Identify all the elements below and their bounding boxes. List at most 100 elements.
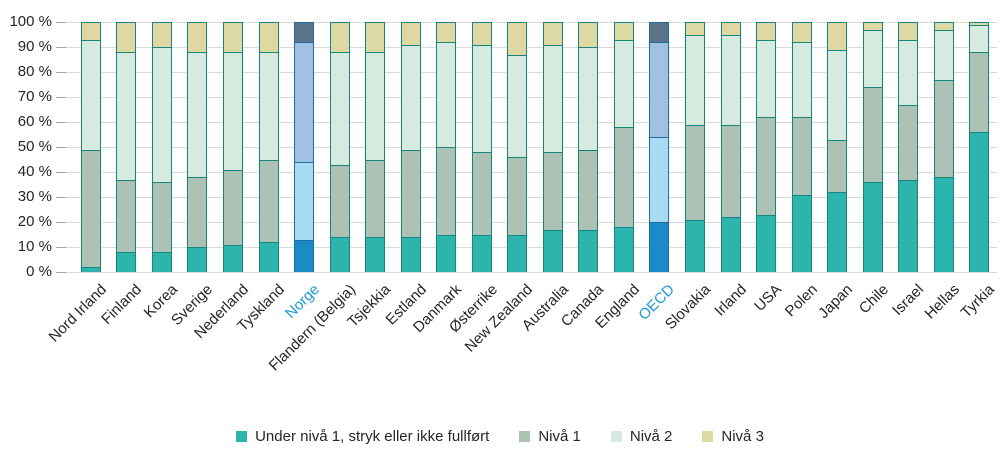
y-axis-label-70: 70 % xyxy=(17,88,52,105)
y-axis-label-10: 10 % xyxy=(17,238,52,255)
y-axis-label-30: 30 % xyxy=(17,188,52,205)
bar-segment-usa-series-0 xyxy=(756,214,776,272)
y-axis-label-20: 20 % xyxy=(17,213,52,230)
legend-swatch-icon xyxy=(610,431,622,442)
bar-segment-flandern-belgia--series-1 xyxy=(329,164,350,237)
bar-segment-polen-series-2 xyxy=(791,42,812,117)
bar-segment-nord-irland-series-2 xyxy=(80,39,101,150)
y-axis-label-40: 40 % xyxy=(17,163,52,180)
bar-segment-danmark-series-1 xyxy=(436,147,457,235)
bar-segment-tsjekkia-series-3 xyxy=(365,22,386,52)
bar-segment-nederland-series-2 xyxy=(222,52,243,170)
bar-segment-sverige-series-3 xyxy=(187,22,208,52)
bar-segment-japan-series-3 xyxy=(827,22,848,50)
bar-segment-flandern-belgia--series-2 xyxy=(329,52,350,165)
bar-segment-oecd-series-0 xyxy=(649,222,670,272)
bar-segment-israel-series-1 xyxy=(898,104,919,180)
bar-segment--sterrike-series-0 xyxy=(471,234,492,272)
legend-swatch-icon xyxy=(236,431,248,442)
bar-segment-sverige-series-0 xyxy=(187,247,208,272)
legend-swatch-icon xyxy=(702,431,714,442)
legend-item-2: Nivå 2 xyxy=(610,428,673,445)
bar-segment-japan-series-0 xyxy=(827,192,848,272)
bar-segment-korea-series-1 xyxy=(151,182,172,252)
bar-segment-chile-series-2 xyxy=(862,29,883,87)
bar-segment-korea-series-0 xyxy=(151,252,172,272)
bar-segment-canada-series-3 xyxy=(578,22,599,47)
bar-segment-korea-series-2 xyxy=(151,47,172,182)
bar-segment-england-series-0 xyxy=(613,227,634,272)
bar-segment-usa-series-2 xyxy=(756,39,776,117)
legend-item-3: Nivå 3 xyxy=(702,428,764,445)
bar-segment-tyrkia-series-1 xyxy=(969,52,990,132)
y-axis-tick-10 xyxy=(56,247,66,248)
bar-segment-oecd-series-2 xyxy=(649,42,670,137)
bar-segment-israel-series-0 xyxy=(898,179,919,272)
bar-segment--sterrike-series-3 xyxy=(471,22,492,45)
bar-segment-chile-series-1 xyxy=(862,87,883,182)
bar-segment-tyskland-series-1 xyxy=(258,159,279,242)
legend-item-1: Nivå 1 xyxy=(519,428,581,445)
bar-segment-england-series-1 xyxy=(613,127,634,227)
bar-segment--sterrike-series-2 xyxy=(471,44,492,152)
gridline-100 xyxy=(66,22,997,23)
bar-segment-nord-irland-series-3 xyxy=(80,22,101,40)
bar-segment-canada-series-1 xyxy=(578,149,599,230)
bar-segment-usa-series-3 xyxy=(756,22,776,40)
bar-segment-flandern-belgia--series-3 xyxy=(329,22,350,52)
bar-segment-nord-irland-series-1 xyxy=(80,149,101,267)
gridline-80 xyxy=(66,72,997,73)
bar-segment-australia-series-2 xyxy=(542,44,563,152)
bar-segment-polen-series-0 xyxy=(791,194,812,272)
y-axis-tick-40 xyxy=(56,172,66,173)
bar-segment-england-series-2 xyxy=(613,39,634,127)
legend-swatch-icon xyxy=(519,431,531,442)
legend-label: Nivå 2 xyxy=(629,428,673,445)
gridline-40 xyxy=(66,172,997,173)
bar-segment-norge-series-3 xyxy=(294,22,314,42)
bar-segment-danmark-series-2 xyxy=(436,42,457,147)
bar-segment-danmark-series-0 xyxy=(436,234,457,272)
bar-segment-tyrkia-series-0 xyxy=(969,132,990,272)
gridline-10 xyxy=(66,247,997,248)
bar-segment-tsjekkia-series-1 xyxy=(365,159,386,237)
bar-segment-usa-series-1 xyxy=(756,117,776,215)
gridline-60 xyxy=(66,122,997,123)
bar-segment-new-zealand-series-1 xyxy=(507,157,528,235)
bar-segment-new-zealand-series-0 xyxy=(507,234,528,272)
bar-segment-finland-series-3 xyxy=(116,22,137,52)
bar-segment-japan-series-1 xyxy=(827,139,848,192)
legend-label: Under nivå 1, stryk eller ikke fullført xyxy=(255,428,490,445)
gridline-30 xyxy=(66,197,997,198)
gridline-20 xyxy=(66,222,997,223)
bar-segment-slovakia-series-2 xyxy=(684,34,705,125)
bar-segment-israel-series-2 xyxy=(898,39,919,105)
y-axis-tick-0 xyxy=(56,272,66,273)
bar-segment-estland-series-1 xyxy=(400,149,421,237)
bar-segment-slovakia-series-0 xyxy=(684,219,705,272)
bar-segment-slovakia-series-1 xyxy=(684,124,705,220)
bar-segment-australia-series-0 xyxy=(542,229,563,272)
bar-segment-finland-series-0 xyxy=(116,252,137,272)
legend-label: Nivå 1 xyxy=(538,428,581,445)
bar-segment-tyskland-series-3 xyxy=(258,22,279,52)
bar-segment-tyskland-series-0 xyxy=(258,242,279,272)
gridline-50 xyxy=(66,147,997,148)
bar-segment-korea-series-3 xyxy=(151,22,172,47)
y-axis-label-90: 90 % xyxy=(17,38,52,55)
bar-segment-danmark-series-3 xyxy=(436,22,457,42)
bar-segment-chile-series-3 xyxy=(862,22,883,30)
bar-segment-estland-series-0 xyxy=(400,237,421,272)
y-axis-tick-90 xyxy=(56,47,66,48)
y-axis-tick-50 xyxy=(56,147,66,148)
bar-segment-flandern-belgia--series-0 xyxy=(329,237,350,272)
bar-segment-hellas-series-3 xyxy=(933,22,954,30)
bar-segment-irland-series-2 xyxy=(720,34,741,125)
y-axis-tick-70 xyxy=(56,97,66,98)
bar-segment-polen-series-1 xyxy=(791,117,812,195)
gridline-70 xyxy=(66,97,997,98)
bar-segment-australia-series-1 xyxy=(542,152,563,230)
bar-segment-israel-series-3 xyxy=(898,22,919,40)
bar-segment-sverige-series-1 xyxy=(187,177,208,247)
chart-legend: Under nivå 1, stryk eller ikke fullført N… xyxy=(0,428,1000,445)
